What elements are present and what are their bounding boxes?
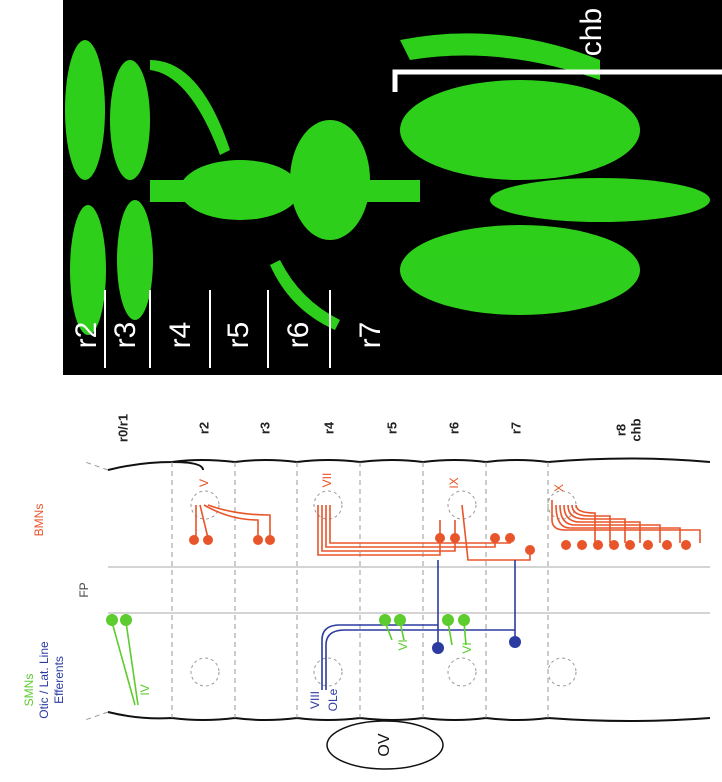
microscopy-image: chb r2 r3 r4 r5 r6 r7: [63, 0, 722, 375]
nucleus-label: IV: [138, 684, 152, 695]
r-label: r5: [222, 322, 255, 349]
column-label: r0/r1: [115, 414, 130, 442]
ov-label: OV: [376, 733, 393, 756]
column-label: r7: [508, 422, 523, 434]
column-label: r5: [384, 422, 399, 434]
r-label: r4: [164, 322, 197, 349]
nucleus-label: VI: [396, 639, 410, 650]
nucleus-label: IX: [447, 477, 461, 488]
column-label: r2: [196, 422, 211, 434]
nucleus-label: V: [197, 479, 211, 487]
row-label: BMNs: [32, 504, 46, 537]
nucleus-label: VI: [460, 642, 474, 653]
row-label: FP: [77, 582, 91, 597]
column-label: r6: [446, 422, 461, 434]
column-label: r3: [257, 422, 272, 434]
figure: chb r2 r3 r4 r5 r6 r7: [0, 0, 722, 777]
nucleus-label: X: [552, 484, 566, 492]
row-label: Otic / Lat. Line: [37, 641, 51, 719]
nucleus-label: VIII: [308, 691, 322, 709]
nucleus-label: OLe: [326, 688, 340, 711]
row-label: Efferents: [52, 656, 66, 704]
r-label: r6: [282, 322, 315, 349]
nucleus-label: VII: [320, 473, 334, 488]
r-label: r7: [354, 322, 387, 349]
r-label: r2: [70, 322, 103, 349]
column-label: r8: [613, 424, 628, 436]
diagram: r0/r1 r2 r3 r4 r5 r6 r7 r8 chb BMNs FP S…: [22, 414, 710, 769]
row-label: SMNs: [22, 674, 36, 707]
r-label: r3: [109, 322, 142, 349]
column-sublabel: chb: [628, 418, 643, 441]
column-label: r4: [321, 421, 336, 434]
chb-label: chb: [575, 8, 608, 56]
